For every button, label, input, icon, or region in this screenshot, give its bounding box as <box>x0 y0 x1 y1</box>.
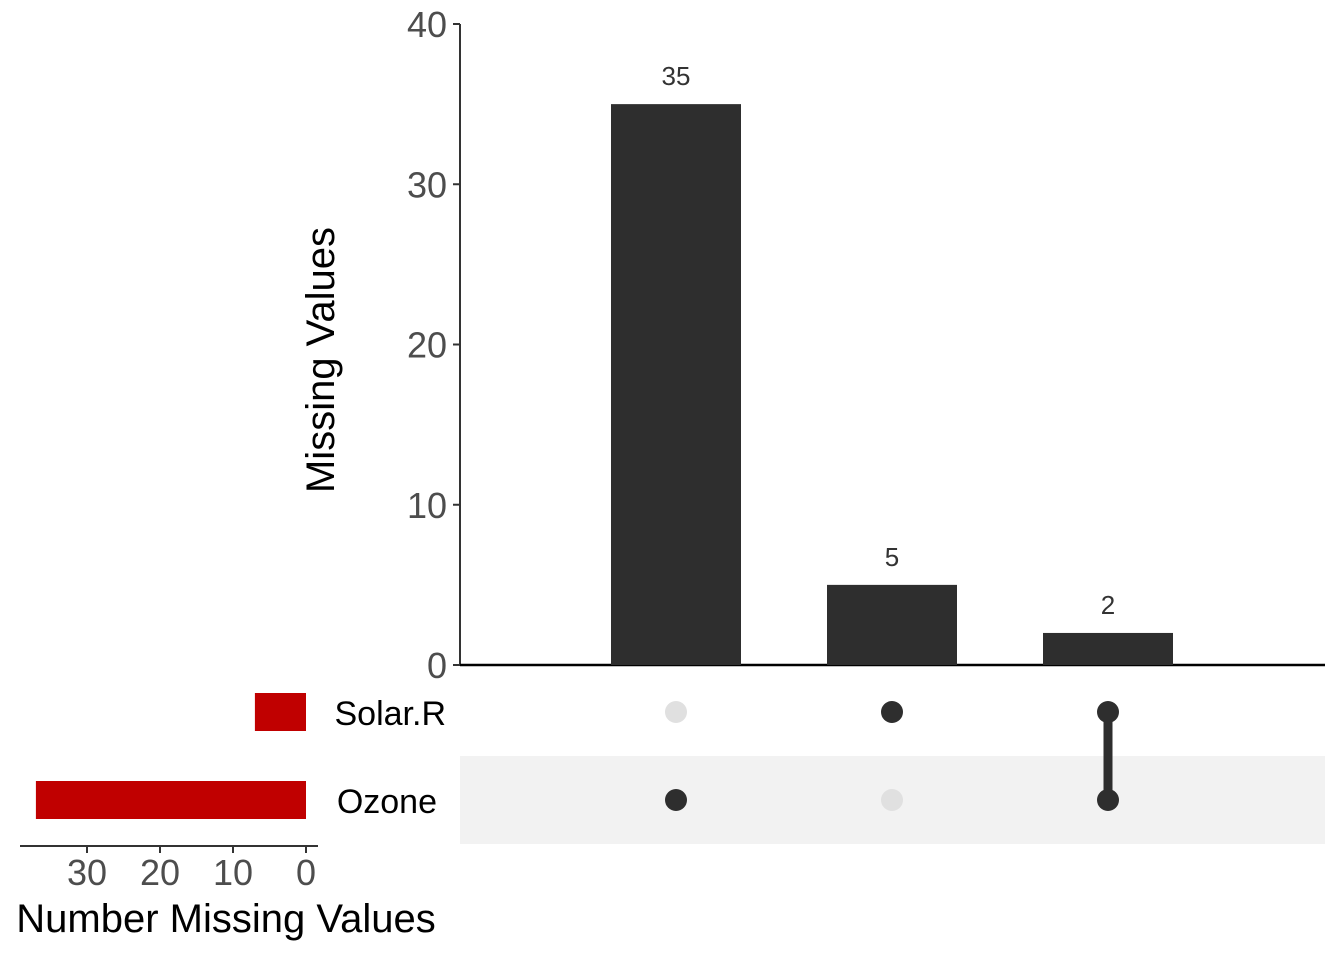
set-size-panel: 30 20 10 0 Number Missing Values <box>16 693 436 941</box>
set-size-tick-label: 10 <box>213 852 253 893</box>
set-label: Solar.R <box>335 695 447 733</box>
set-size-bar <box>254 693 306 731</box>
intersection-bar <box>827 584 957 665</box>
set-size-bar <box>35 781 307 819</box>
intersection-matrix <box>665 701 1119 811</box>
y-axis-title: Missing Values <box>299 227 343 493</box>
set-label: Ozone <box>337 783 437 821</box>
y-tick-label: 10 <box>407 485 447 526</box>
matrix-dot-active <box>881 701 903 723</box>
matrix-dot-inactive <box>881 789 903 811</box>
y-tick-label: 30 <box>407 164 447 205</box>
matrix-dot-active <box>1097 789 1119 811</box>
set-labels: Solar.R Ozone <box>335 695 447 821</box>
bar-value-label: 2 <box>1101 590 1115 620</box>
intersection-bar <box>611 104 741 665</box>
y-tick-label: 0 <box>427 645 447 686</box>
bar-value-label: 5 <box>885 542 899 572</box>
set-size-axis-title: Number Missing Values <box>16 897 435 941</box>
y-tick-label: 40 <box>407 4 447 45</box>
set-size-tick-label: 0 <box>296 852 316 893</box>
matrix-dot-active <box>1097 701 1119 723</box>
intersection-size-panel: 0 10 20 30 40 35 5 2 Missing Values <box>299 4 1325 686</box>
set-size-tick-label: 30 <box>67 852 107 893</box>
matrix-dot-active <box>665 789 687 811</box>
set-size-tick-label: 20 <box>140 852 180 893</box>
y-tick-label: 20 <box>407 325 447 366</box>
intersection-bar <box>1043 632 1173 665</box>
matrix-dot-inactive <box>665 701 687 723</box>
bar-value-label: 35 <box>662 61 691 91</box>
